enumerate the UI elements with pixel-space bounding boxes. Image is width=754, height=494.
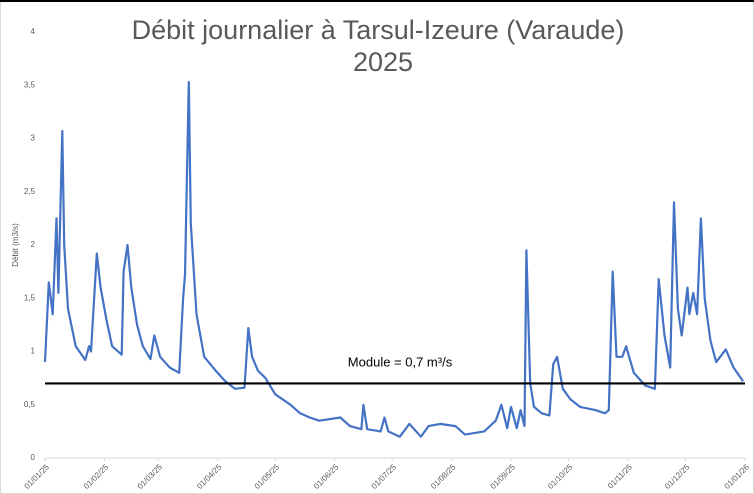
x-tick-label: 01/06/25 [312,462,341,491]
x-tick-label: 01/02/25 [82,462,111,491]
x-tick-label: 01/04/25 [195,462,224,491]
y-tick-label: 3 [31,134,36,143]
y-tick-label: 2 [31,240,36,249]
data-line [43,81,745,438]
chart-title: Débit journalier à Tarsul-Izeure (Varaud… [132,15,625,45]
x-tick-label: 01/12/25 [663,462,692,491]
x-tick-label: 01/03/25 [136,462,165,491]
y-axis-label: Débit (m3/s) [11,223,20,267]
y-tick-label: 4 [31,27,36,36]
y-tick-label: 0 [31,453,36,462]
y-tick-label: 3,5 [24,80,36,89]
x-tick-label: 01/01/25 [23,462,52,491]
chart-subtitle: 2025 [353,47,413,77]
y-tick-label: 0,5 [24,400,36,409]
y-tick-label: 1 [31,347,36,356]
x-tick-label: 01/05/25 [253,462,282,491]
x-tick-label: 01/01/26 [723,462,752,491]
x-tick-label: 01/11/25 [606,462,634,490]
y-tick-label: 2,5 [24,187,36,196]
x-tick-label: 01/10/25 [546,462,575,491]
x-tick-label: 01/09/25 [489,462,518,491]
annotation: Module = 0,7 m³/s [348,354,453,369]
x-tick-label: 01/08/25 [429,462,458,491]
x-tick-label: 01/07/25 [370,462,399,491]
y-tick-label: 1,5 [24,293,36,302]
